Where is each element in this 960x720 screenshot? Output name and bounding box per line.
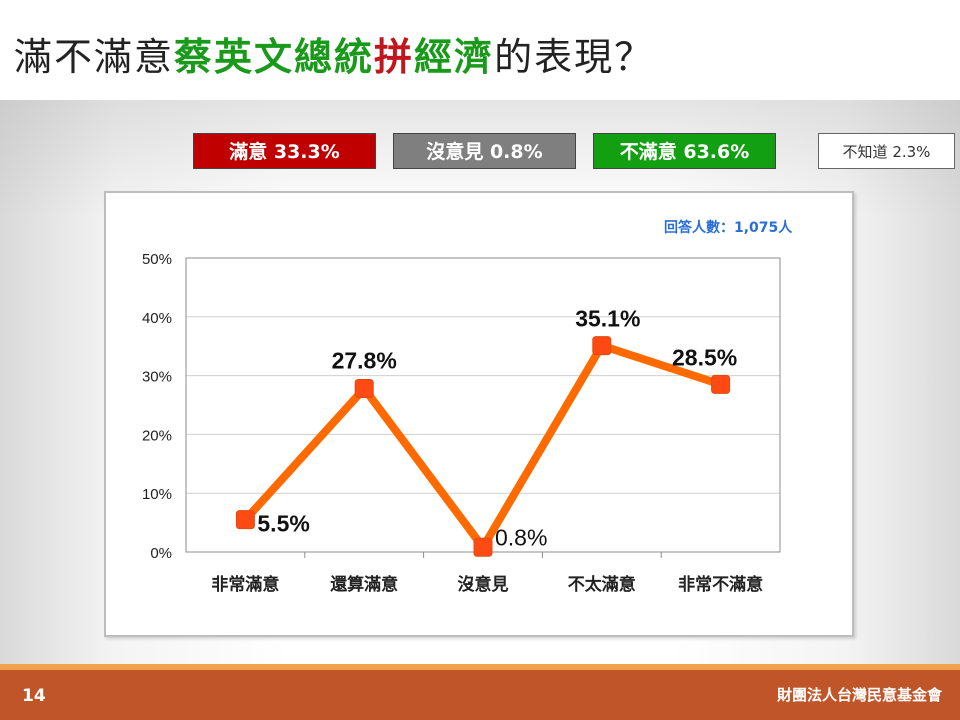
footer-bar (0, 670, 960, 720)
data-label: 0.8% (495, 524, 547, 550)
x-category-label: 非常不滿意 (678, 574, 763, 595)
respondent-count: 回答人數：1,075人 (664, 220, 793, 236)
y-tick-label: 20% (142, 427, 172, 444)
satisfied-summary-box: 滿意 33.3% (193, 133, 376, 169)
footer-accent-line (0, 664, 960, 670)
plot-area-border (185, 257, 781, 553)
data-point-marker (473, 537, 493, 557)
page-title: 滿不滿意蔡英文總統拼經濟的表現？ (14, 26, 654, 81)
dissatisfied-summary-box: 不滿意 63.6% (593, 133, 776, 169)
title-part-3: 拼 (374, 35, 415, 79)
data-point-marker (592, 336, 612, 356)
y-tick-label: 10% (142, 486, 172, 503)
title-part-2: 蔡英文總統 (174, 35, 375, 79)
title-part-4: 經濟 (414, 35, 495, 79)
data-point-marker (235, 510, 255, 530)
data-point-marker (354, 379, 374, 399)
y-tick-label: 50% (142, 251, 172, 268)
x-category-label: 不太滿意 (568, 574, 636, 595)
y-tick-label: 40% (142, 310, 172, 327)
dont-know-summary-box: 不知道 2.3% (818, 133, 955, 169)
x-category-label: 沒意見 (458, 574, 509, 595)
x-category-label: 非常滿意 (211, 574, 279, 595)
chart-frame (104, 191, 854, 637)
y-tick-label: 0% (150, 545, 172, 562)
data-label: 27.8% (332, 348, 397, 374)
y-tick-label: 30% (142, 369, 172, 386)
title-part-1: 滿不滿意 (14, 35, 175, 79)
data-label: 5.5% (257, 511, 309, 537)
data-label: 28.5% (672, 344, 737, 370)
data-label: 35.1% (575, 306, 640, 332)
title-part-5: 的表現？ (494, 35, 655, 79)
page-number: 14 (22, 686, 46, 706)
data-point-marker (711, 374, 731, 394)
organization-name: 財團法人台灣民意基金會 (776, 686, 942, 704)
x-category-label: 還算滿意 (330, 574, 398, 595)
no-opinion-summary-box: 沒意見 0.8% (393, 133, 576, 169)
